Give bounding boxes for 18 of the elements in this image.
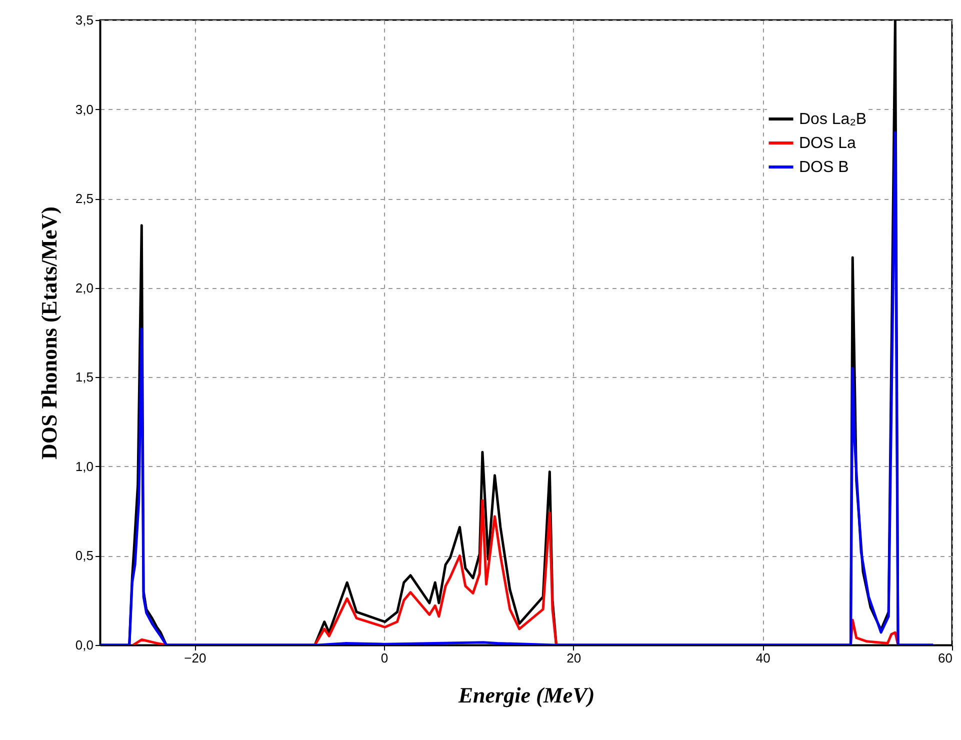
x-axis-title: Energie (MeV) bbox=[457, 682, 595, 708]
legend-label: Dos La₂B bbox=[799, 111, 867, 128]
y-tick-label: 0,0 bbox=[75, 638, 94, 652]
y-tick-label: 3,0 bbox=[75, 102, 94, 117]
x-tick-label: 20 bbox=[566, 650, 582, 666]
legend-label: DOS La bbox=[799, 135, 856, 152]
x-tick-label: 60 bbox=[938, 650, 952, 666]
y-tick-label: 3,5 bbox=[75, 12, 94, 28]
y-tick-label: 1,0 bbox=[75, 458, 94, 474]
y-axis-title: DOS Phonons (Etats/MeV) bbox=[36, 206, 62, 460]
legend-label: DOS B bbox=[799, 159, 849, 176]
y-tick-label: 2,5 bbox=[75, 191, 94, 206]
y-tick-label: 0,5 bbox=[75, 548, 94, 564]
y-tick-label: 2,0 bbox=[75, 280, 94, 296]
x-tick-label: −20 bbox=[184, 650, 206, 666]
x-tick-label: 0 bbox=[380, 650, 388, 666]
y-tick-label: 1,5 bbox=[75, 370, 94, 385]
x-tick-label: 40 bbox=[756, 650, 770, 666]
